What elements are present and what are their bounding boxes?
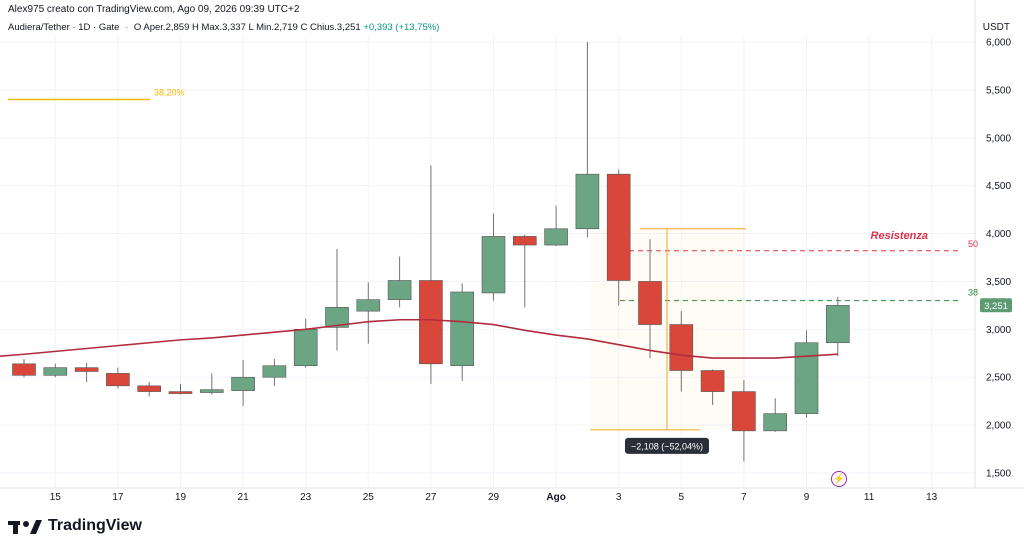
open-label: O [133, 22, 142, 33]
candle-body [74, 367, 99, 372]
close-label: C [300, 22, 308, 33]
candle-body [575, 173, 600, 230]
x-tick-label: Ago [546, 492, 565, 503]
y-tick-label: 3,500 [986, 277, 1011, 288]
fib-level-label: 38,20% [154, 87, 185, 97]
candle-body [669, 324, 694, 371]
candle-body [638, 281, 662, 325]
x-tick-label: 7 [741, 492, 747, 503]
axis-unit: USDT [982, 22, 1010, 33]
x-tick-label: 13 [926, 492, 938, 503]
close-value: Chius.3,251 [310, 22, 361, 33]
candle-body [200, 389, 224, 393]
candle-body [763, 413, 788, 432]
ohlc-legend: Audiera/Tether · 1D · Gate · O Aper.2,85… [8, 22, 439, 33]
moving-average [0, 318, 838, 359]
candle-body [168, 391, 193, 394]
y-tick-label: 1,500 [986, 469, 1011, 480]
support-tag: 38 [968, 288, 978, 298]
price-tag-box [980, 298, 1012, 313]
change-value: +0,393 (+13,75%) [363, 22, 440, 33]
x-tick-label: 15 [50, 492, 62, 503]
candle-body [825, 305, 850, 344]
candle-body [231, 376, 255, 391]
y-tick-label: 4,500 [986, 181, 1011, 192]
resistance-tag: 50 [968, 239, 978, 249]
candle-body [419, 280, 443, 365]
high-value: Max.3,337 [201, 22, 246, 33]
candle-body [732, 391, 756, 432]
tv-logo-icon [8, 520, 42, 534]
candle-body [606, 173, 631, 281]
x-tick-label: 27 [425, 492, 437, 503]
candles [12, 42, 850, 462]
x-tick-label: 21 [238, 492, 250, 503]
measure-label-box [625, 437, 709, 454]
legend-separator: · [125, 22, 129, 33]
symbol-title[interactable]: Audiera/Tether · 1D · Gate [8, 22, 120, 33]
y-tick-label: 2,500 [986, 373, 1011, 384]
measure-label: −2,108 (−52,04%) [631, 441, 703, 451]
tradingview-logo[interactable]: TradingView [8, 517, 142, 535]
price-tag-label: 3,251 [984, 301, 1008, 312]
y-tick-label: 6,000 [986, 38, 1011, 49]
x-tick-label: 5 [679, 492, 685, 503]
x-tick-label: 23 [300, 492, 312, 503]
candle-body [544, 228, 568, 246]
x-tick-label: 3 [616, 492, 622, 503]
x-tick-label: 25 [363, 492, 375, 503]
lightning-icon[interactable]: ⚡ [831, 471, 847, 487]
x-tick-label: 29 [488, 492, 500, 503]
open-value: Aper.2,859 [143, 22, 190, 33]
y-tick-label: 4,000 [986, 229, 1011, 240]
candle-body [450, 291, 475, 367]
y-tick-label: 5,500 [986, 85, 1011, 96]
candle-body [137, 385, 161, 392]
chart-watermark: Alex975 creato con TradingView.com, Ago … [8, 4, 300, 15]
low-value: Min.2,719 [256, 22, 298, 33]
high-label: H [192, 22, 199, 33]
y-tick-label: 5,000 [986, 133, 1011, 144]
candle-body [700, 370, 725, 392]
x-tick-label: 19 [175, 492, 187, 503]
x-tick-label: 9 [804, 492, 810, 503]
resistance-label: Resistenza [871, 230, 928, 242]
brand-name: TradingView [48, 517, 142, 534]
x-tick-label: 17 [112, 492, 124, 503]
candle-body [481, 236, 506, 294]
y-tick-label: 3,000 [986, 325, 1011, 336]
x-tick-label: 11 [864, 492, 875, 503]
candle-body [43, 367, 68, 376]
candle-body [387, 280, 412, 300]
candle-body [293, 329, 318, 367]
low-label: L [248, 22, 254, 33]
candle-body [512, 236, 537, 246]
y-tick-label: 2,000 [986, 421, 1011, 432]
moving-average-line [0, 318, 838, 359]
candle-body [325, 307, 349, 328]
chart-axes: 1,500 2,000 2,500 3,000 3,500 4,000 4,500 5,000… [0, 0, 1024, 503]
candle-body [262, 365, 287, 378]
candle-body [106, 373, 130, 387]
candle-body [794, 342, 819, 414]
candle-body [356, 299, 381, 312]
chart-labels: 3,251 −2,108 (−52,04%) [625, 298, 1012, 454]
candle-body [12, 363, 36, 376]
